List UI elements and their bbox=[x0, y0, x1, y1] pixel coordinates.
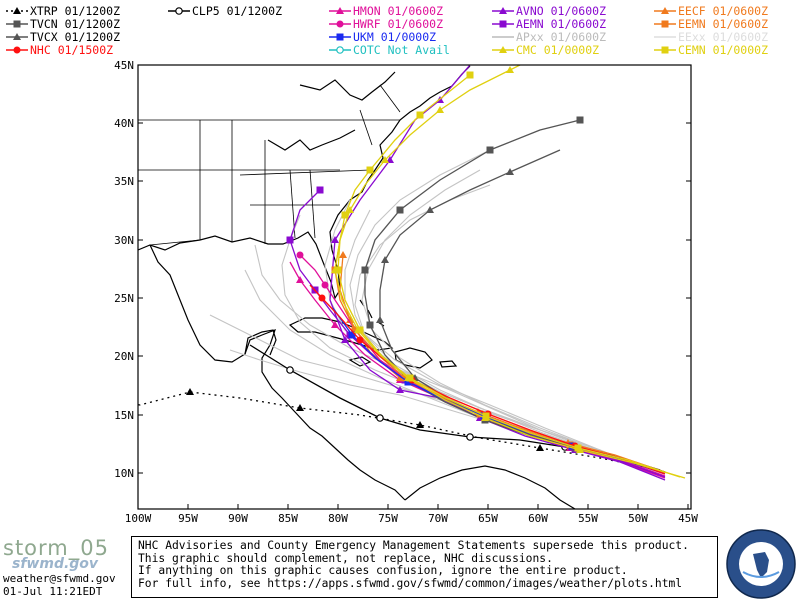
longitude-label: 100W bbox=[125, 512, 152, 525]
legend-label: UKM 01/0000Z bbox=[353, 30, 437, 44]
model-track bbox=[289, 261, 666, 479]
disclaimer-line: NHC Advisories and County Emergency Mana… bbox=[138, 539, 689, 552]
legend-swatch-icon bbox=[329, 7, 351, 14]
legend-swatch-icon bbox=[492, 20, 514, 28]
legend-label: COTC Not Avail bbox=[353, 43, 450, 57]
coastlines bbox=[138, 65, 576, 509]
model-tracks bbox=[138, 65, 686, 481]
longitude-label: 65W bbox=[478, 512, 498, 525]
legend-label: CLP5 01/1200Z bbox=[192, 4, 283, 18]
model-track bbox=[296, 251, 666, 477]
disclaimer-line[interactable]: For full info, see https://apps.sfwmd.go… bbox=[138, 576, 683, 590]
ensemble-track bbox=[229, 349, 661, 476]
brand-org: sfwmd.gov bbox=[12, 556, 99, 572]
latitude-label: 15N bbox=[114, 409, 134, 422]
ensemble-track bbox=[344, 209, 661, 476]
latitude-label: 35N bbox=[114, 175, 134, 188]
ensemble-track bbox=[354, 184, 661, 476]
longitude-label: 70W bbox=[428, 512, 448, 525]
latitude-label: 20N bbox=[114, 350, 134, 363]
longitude-label: 75W bbox=[378, 512, 398, 525]
longitude-labels: 100W 95W 90W 85W 80W 75W 70W 65W 60W 55W 50W 45W bbox=[125, 512, 699, 525]
brand-name: storm_05 bbox=[3, 536, 109, 560]
legend-label: APxx 01/0600Z bbox=[516, 30, 607, 44]
legend-swatch-icon bbox=[6, 33, 28, 40]
disclaimer-line: This graphic should complement, not repl… bbox=[138, 551, 553, 565]
disclaimer-line: If anything on this graphic causes confu… bbox=[138, 564, 628, 578]
longitude-label: 80W bbox=[328, 512, 348, 525]
timestamp: 01-Jul 11:21EDT bbox=[3, 585, 103, 598]
legend-label: CMC 01/0000Z bbox=[516, 43, 600, 57]
legend-swatch-icon bbox=[492, 46, 514, 53]
legend-swatch-icon bbox=[329, 20, 351, 28]
legend-swatch-icon bbox=[654, 36, 676, 38]
latitude-label: 30N bbox=[114, 234, 134, 247]
legend-swatch-icon bbox=[654, 20, 676, 28]
longitude-label: 60W bbox=[528, 512, 548, 525]
district-seal-icon bbox=[726, 529, 796, 599]
legend-swatch-icon bbox=[6, 20, 28, 28]
longitude-label: 50W bbox=[628, 512, 648, 525]
legend-swatch-icon bbox=[168, 7, 190, 15]
latitude-label: 10N bbox=[114, 467, 134, 480]
latitude-label: 25N bbox=[114, 292, 134, 305]
state-borders bbox=[138, 84, 401, 246]
legend-label: EEMN 01/0600Z bbox=[678, 17, 769, 31]
ensemble-tracks bbox=[209, 129, 661, 476]
legend-swatch-icon bbox=[6, 7, 28, 14]
ensemble-track bbox=[281, 214, 661, 476]
model-track bbox=[361, 116, 666, 473]
ensemble-track bbox=[349, 129, 661, 476]
disclaimer-box: NHC Advisories and County Emergency Mana… bbox=[131, 536, 718, 598]
legend-label: XTRP 01/1200Z bbox=[30, 4, 121, 18]
model-track bbox=[309, 284, 666, 475]
legend-label: AEMN 01/0600Z bbox=[516, 17, 607, 31]
legend-label: CEMN 01/0000Z bbox=[678, 43, 769, 57]
latitude-label: 45N bbox=[114, 59, 134, 72]
model-track bbox=[138, 388, 661, 471]
legend-label: TVCN 01/1200Z bbox=[30, 17, 121, 31]
contact-email[interactable]: weather@sfwmd.gov bbox=[3, 572, 116, 585]
latitude-labels: 45N 40N 35N 30N 25N 20N 15N 10N bbox=[114, 59, 134, 480]
legend-label: EExx 01/0600Z bbox=[678, 30, 769, 44]
legend-swatch-icon bbox=[654, 7, 676, 14]
legend-swatch-icon bbox=[329, 33, 351, 41]
ensemble-track bbox=[244, 269, 661, 476]
legend-label: AVNO 01/0600Z bbox=[516, 4, 607, 18]
longitude-label: 45W bbox=[678, 512, 698, 525]
latitude-label: 40N bbox=[114, 117, 134, 130]
legend-swatch-icon bbox=[492, 36, 514, 38]
longitude-label: 85W bbox=[278, 512, 298, 525]
longitude-label: 90W bbox=[228, 512, 248, 525]
legend-swatch-icon bbox=[654, 46, 676, 54]
legend: XTRP 01/1200Z CLP5 01/1200Z HMON 01/0600Z A… bbox=[0, 0, 800, 60]
legend-swatch-icon bbox=[492, 7, 514, 14]
legend-swatch-icon bbox=[6, 46, 28, 54]
model-track bbox=[334, 71, 681, 478]
ensemble-track bbox=[254, 244, 661, 476]
legend-swatch-icon bbox=[329, 46, 351, 54]
longitude-label: 55W bbox=[578, 512, 598, 525]
legend-label: TVCX 01/1200Z bbox=[30, 30, 121, 44]
longitude-label: 95W bbox=[178, 512, 198, 525]
legend-label: NHC 01/1500Z bbox=[30, 43, 114, 57]
legend-label: HMON 01/0600Z bbox=[353, 4, 444, 18]
legend-label: EECF 01/0600Z bbox=[678, 4, 769, 18]
legend-label: HWRF 01/0600Z bbox=[353, 17, 444, 31]
